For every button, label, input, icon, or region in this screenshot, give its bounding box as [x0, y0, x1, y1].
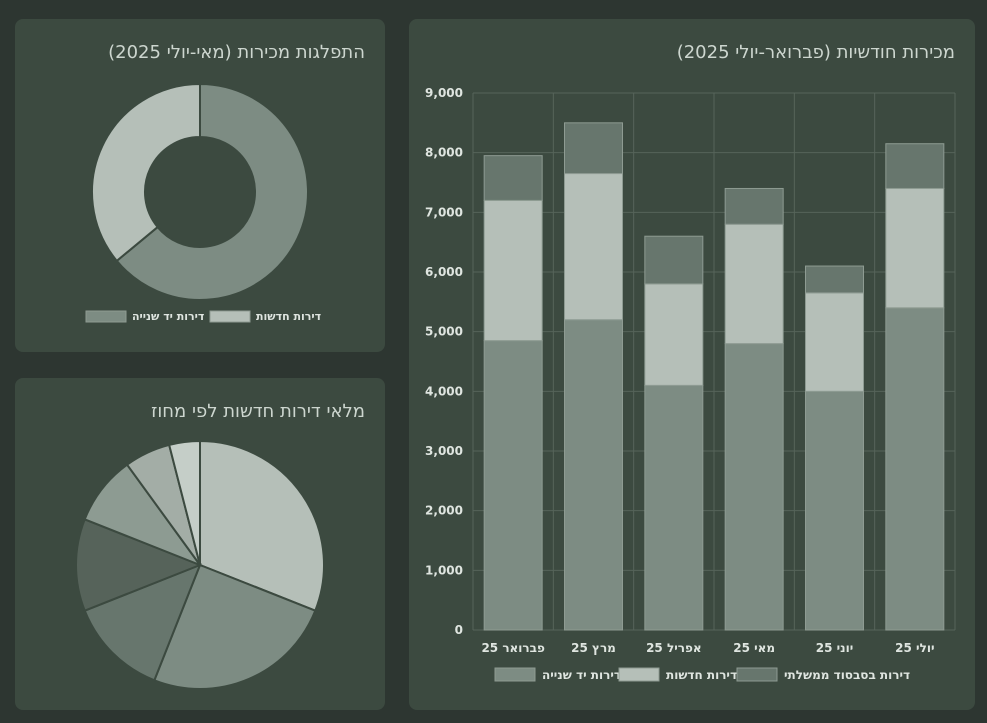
pie-chart-card: מלאי דירות חדשות לפי מחוז: [15, 378, 385, 710]
bar-chart-title: מכירות חודשיות (פברואר-יולי 2025): [676, 42, 955, 63]
donut-chart-title: התפלגות מכירות (מאי-יולי 2025): [108, 42, 365, 63]
pie-chart-title: מלאי דירות חדשות לפי מחוז: [151, 401, 365, 422]
donut-chart-card: התפלגות מכירות (מאי-יולי 2025): [15, 19, 385, 352]
bar-chart-card: מכירות חודשיות (פברואר-יולי 2025): [409, 19, 975, 710]
